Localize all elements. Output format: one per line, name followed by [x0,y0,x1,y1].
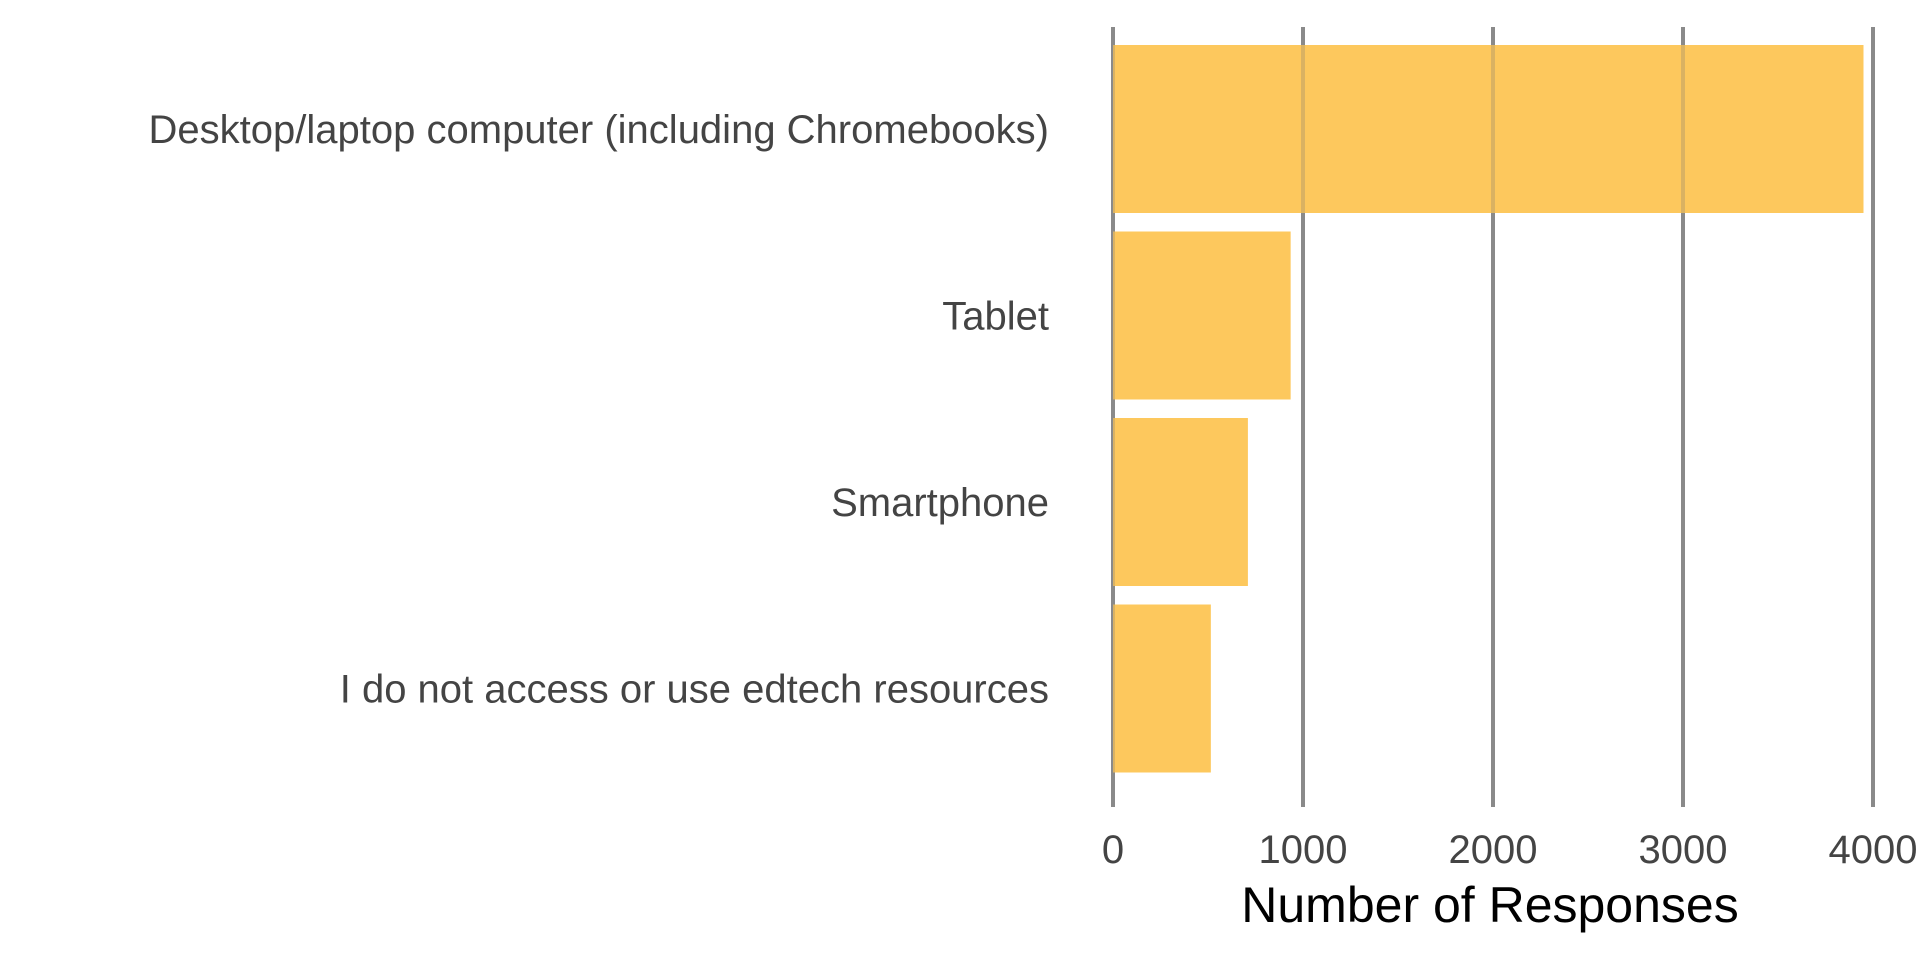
x-tick-labels: 0 1000 2000 3000 4000 [1102,828,1918,872]
gridline-overlay [1111,27,1875,807]
x-tick-label: 3000 [1639,828,1728,872]
bar [1113,231,1291,400]
category-label: Desktop/laptop computer (including Chrom… [149,108,1049,152]
x-tick-label: 1000 [1259,828,1348,872]
bar [1113,45,1864,213]
x-tick-label: 2000 [1449,828,1538,872]
category-label: I do not access or use edtech resources [340,668,1049,712]
category-label: Smartphone [831,481,1049,525]
bars [1113,45,1864,773]
x-axis-title: Number of Responses [1241,877,1738,933]
bar [1113,418,1248,586]
category-label: Tablet [942,295,1049,339]
category-labels: Desktop/laptop computer (including Chrom… [149,108,1049,712]
x-tick-label: 0 [1102,828,1124,872]
bar [1113,604,1211,773]
x-tick-label: 4000 [1829,828,1918,872]
